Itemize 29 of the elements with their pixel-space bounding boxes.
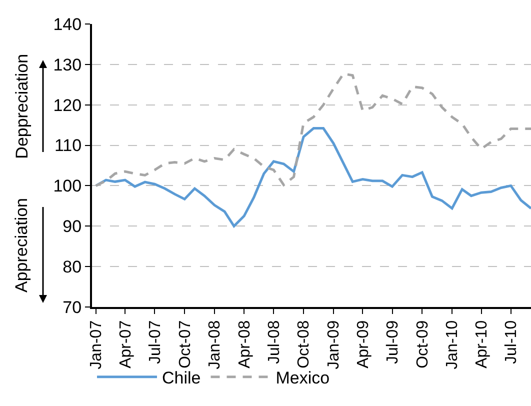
x-tick-label: Jul-10	[503, 320, 520, 364]
y-tick-label: 100	[53, 176, 82, 196]
y-tick-label: 140	[53, 14, 82, 34]
x-tick-label: Jan-08	[206, 320, 224, 370]
x-tick-label: Oct-09	[414, 320, 432, 368]
legend-label: Chile	[162, 368, 201, 388]
x-tick-label: Apr-10	[473, 320, 490, 368]
x-tick-label: Oct-08	[296, 320, 313, 368]
legend-label: Mexico	[276, 368, 330, 388]
x-tick-label: Apr-09	[354, 320, 372, 368]
y-tick-label: 110	[54, 136, 82, 156]
x-tick-label: Jan-10	[444, 320, 462, 370]
x-tick-label: Jul-07	[146, 320, 164, 364]
line-series	[94, 127, 531, 228]
x-tick-label: Jul-08	[266, 320, 283, 364]
y-tick-label: 80	[62, 258, 82, 277]
y-tick-label: 90	[62, 217, 82, 236]
y-tick-label: 70	[62, 298, 82, 317]
x-tick-label: Jan-07	[88, 320, 106, 370]
x-tick-label: Jul-09	[384, 320, 402, 364]
x-tick-label: Apr-07	[117, 320, 134, 368]
line-series	[94, 72, 531, 187]
y-tick-label: 130	[53, 55, 82, 74]
x-tick-label: Oct-07	[176, 320, 194, 368]
text: Deppreciation	[12, 54, 32, 159]
x-tick-label: Jan-09	[326, 320, 343, 370]
text: Appreciation	[12, 198, 32, 292]
y-tick-label: 120	[53, 96, 82, 115]
x-tick-label: Apr-08	[236, 320, 254, 368]
